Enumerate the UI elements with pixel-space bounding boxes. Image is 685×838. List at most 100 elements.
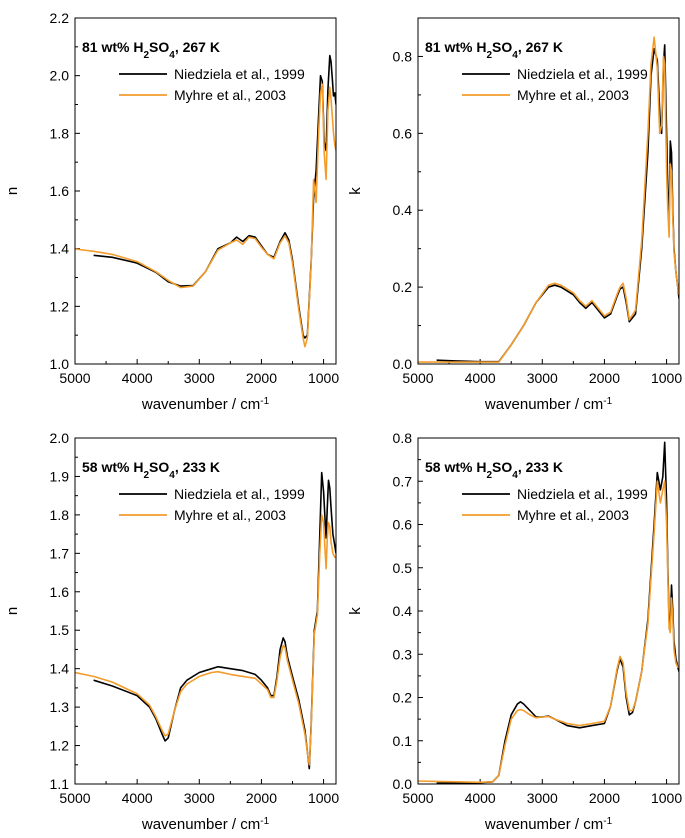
y-tick-label: 1.2 bbox=[50, 298, 70, 314]
panel-title: 81 wt% H2SO4, 267 K bbox=[425, 39, 563, 61]
panel-title-part: SO bbox=[492, 39, 512, 55]
x-tick-label: 3000 bbox=[527, 370, 558, 386]
y-tick-label: 0.2 bbox=[393, 690, 413, 706]
plot-frame bbox=[417, 17, 680, 365]
legend-label: Myhre et al., 2003 bbox=[174, 87, 286, 103]
x-tick-label: 4000 bbox=[122, 790, 153, 806]
panel-4: 5000 4000 3000 2000 1000 0.0 0.1 0.2 0.3 0.4 0.5 0.… bbox=[347, 430, 682, 833]
x-tick-label: 5000 bbox=[402, 370, 433, 386]
x-tick-label: 4000 bbox=[122, 370, 153, 386]
x-axis-title: wavenumber / cm-1 bbox=[484, 396, 613, 414]
y-tick-label: 1.4 bbox=[50, 241, 70, 257]
panel-title: 58 wt% H2SO4, 233 K bbox=[425, 459, 563, 481]
panel-title-part: , 233 K bbox=[175, 459, 220, 475]
x-tick-label: 3000 bbox=[184, 790, 215, 806]
y-tick-label: 0.0 bbox=[393, 776, 413, 792]
x-axis-title-text: wavenumber / cm bbox=[484, 816, 603, 833]
panel-title-part: SO bbox=[149, 459, 169, 475]
panel-title: 58 wt% H2SO4, 233 K bbox=[82, 459, 220, 481]
x-tick-label: 2000 bbox=[246, 790, 277, 806]
x-tick-label: 5000 bbox=[59, 370, 90, 386]
y-tick-label: 0.2 bbox=[393, 279, 413, 295]
x-axis-title: wavenumber / cm-1 bbox=[141, 396, 270, 414]
panel-title-part: , 267 K bbox=[175, 39, 220, 55]
x-axis-title-sup: -1 bbox=[603, 816, 612, 827]
x-axis-title-text: wavenumber / cm bbox=[484, 396, 603, 413]
panel-2: 5000 4000 3000 2000 1000 0.0 0.2 0.4 0.6 0.8 81 wt… bbox=[347, 17, 682, 414]
y-tick-label: 1.6 bbox=[50, 183, 70, 199]
panel-title-part: 2 bbox=[486, 470, 492, 481]
legend-label: Niedziela et al., 1999 bbox=[517, 66, 648, 82]
panel-title-part: SO bbox=[149, 39, 169, 55]
panel-title-part: 58 wt% H bbox=[82, 459, 143, 475]
y-tick-label: 1.8 bbox=[50, 507, 70, 523]
panel-title-part: 2 bbox=[143, 50, 149, 61]
legend-label: Niedziela et al., 1999 bbox=[174, 486, 305, 502]
legend-label: Niedziela et al., 1999 bbox=[174, 66, 305, 82]
y-tick-label: 1.9 bbox=[50, 468, 70, 484]
x-axis-title: wavenumber / cm-1 bbox=[484, 816, 613, 834]
y-tick-label: 1.8 bbox=[50, 125, 70, 141]
x-tick-label: 5000 bbox=[59, 790, 90, 806]
x-axis-title-sup: -1 bbox=[260, 396, 269, 407]
panel-title-part: , 233 K bbox=[518, 459, 563, 475]
y-tick-label: 2.0 bbox=[50, 430, 70, 446]
x-axis-title-sup: -1 bbox=[260, 816, 269, 827]
legend-label: Myhre et al., 2003 bbox=[517, 507, 629, 523]
y-tick-label: 0.4 bbox=[393, 202, 413, 218]
x-axis-title-text: wavenumber / cm bbox=[141, 816, 260, 833]
x-tick-label: 3000 bbox=[527, 790, 558, 806]
panel-1: 5000 4000 3000 2000 1000 1.0 1.2 1.4 1.6 1.8 2.0 2.… bbox=[4, 10, 339, 413]
y-tick-label: 0.0 bbox=[393, 356, 413, 372]
panel-title-part: 2 bbox=[143, 470, 149, 481]
legend-label: Myhre et al., 2003 bbox=[517, 87, 629, 103]
y-tick-label: 1.3 bbox=[50, 699, 70, 715]
panel-title-part: 81 wt% H bbox=[82, 39, 143, 55]
y-axis-title: n bbox=[4, 187, 21, 195]
x-tick-label: 1000 bbox=[651, 790, 682, 806]
panel-title-part: 4 bbox=[512, 470, 518, 481]
x-tick-label: 5000 bbox=[402, 790, 433, 806]
y-tick-label: 1.2 bbox=[50, 738, 70, 754]
x-tick-label: 2000 bbox=[246, 370, 277, 386]
y-tick-label: 1.0 bbox=[50, 356, 70, 372]
y-tick-label: 1.4 bbox=[50, 661, 70, 677]
x-tick-label: 4000 bbox=[465, 790, 496, 806]
x-tick-label: 1000 bbox=[651, 370, 682, 386]
panel-title-part: 2 bbox=[486, 50, 492, 61]
x-axis-title-sup: -1 bbox=[603, 396, 612, 407]
x-tick-label: 3000 bbox=[184, 370, 215, 386]
y-axis-title: k bbox=[347, 607, 364, 615]
x-tick-label: 1000 bbox=[308, 370, 339, 386]
y-axis-title: n bbox=[4, 607, 21, 615]
series-line-myhre bbox=[418, 480, 679, 784]
y-tick-label: 2.2 bbox=[50, 10, 70, 26]
y-tick-label: 2.0 bbox=[50, 68, 70, 84]
y-tick-label: 1.7 bbox=[50, 545, 70, 561]
panel-title-part: 4 bbox=[169, 50, 175, 61]
panel-title-part: 58 wt% H bbox=[425, 459, 486, 475]
panel-3: 5000 4000 3000 2000 1000 1.1 1.2 1.3 1.4 1.5 1.6 1.… bbox=[4, 430, 339, 833]
panel-title-part: 4 bbox=[169, 470, 175, 481]
series-line-myhre bbox=[418, 36, 679, 363]
panel-title: 81 wt% H2SO4, 267 K bbox=[82, 39, 220, 61]
y-tick-label: 0.7 bbox=[393, 473, 413, 489]
y-tick-label: 1.5 bbox=[50, 622, 70, 638]
y-axis-title: k bbox=[347, 187, 364, 195]
plot-frame bbox=[417, 437, 680, 785]
y-tick-label: 0.1 bbox=[393, 733, 413, 749]
y-tick-label: 0.3 bbox=[393, 646, 413, 662]
x-axis-title: wavenumber / cm-1 bbox=[141, 816, 270, 834]
panel-title-part: , 267 K bbox=[518, 39, 563, 55]
x-axis-title-text: wavenumber / cm bbox=[141, 396, 260, 413]
series-line-myhre bbox=[75, 83, 336, 348]
series-line-myhre bbox=[75, 514, 336, 766]
y-tick-label: 0.6 bbox=[393, 517, 413, 533]
panel-title-part: 81 wt% H bbox=[425, 39, 486, 55]
x-tick-label: 1000 bbox=[308, 790, 339, 806]
plot-frame bbox=[74, 437, 337, 785]
y-tick-label: 1.1 bbox=[50, 776, 70, 792]
y-tick-label: 1.6 bbox=[50, 584, 70, 600]
y-tick-label: 0.8 bbox=[393, 48, 413, 64]
